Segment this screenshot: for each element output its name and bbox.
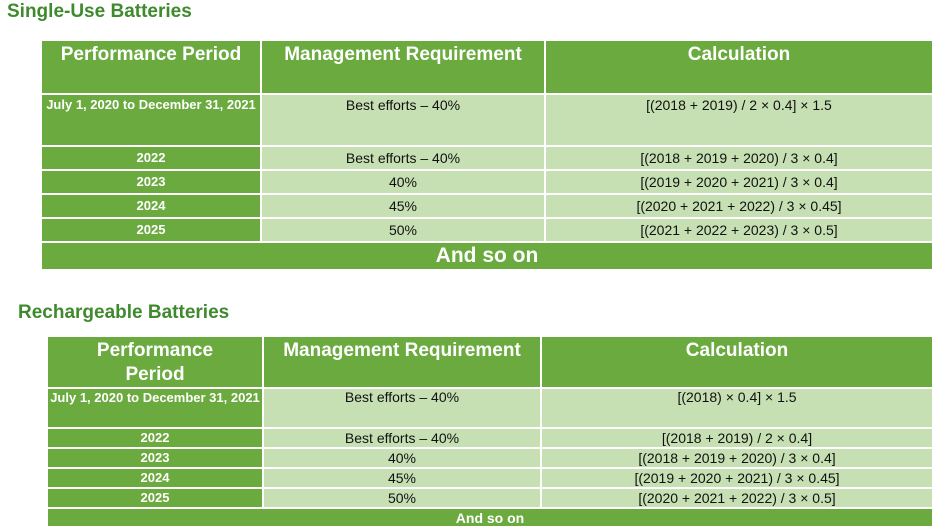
- period-cell: July 1, 2020 to December 31, 2021: [40, 93, 262, 147]
- table-row: 2022 Best efforts – 40% [(2018 + 2019) /…: [46, 427, 934, 449]
- table-row: July 1, 2020 to December 31, 2021 Best e…: [40, 93, 934, 147]
- calculation-cell: [(2018 + 2019) / 2 × 0.4] × 1.5: [544, 93, 934, 147]
- period-cell: 2024: [46, 467, 264, 489]
- table-row: 2024 45% [(2020 + 2021 + 2022) / 3 × 0.4…: [40, 193, 934, 219]
- period-cell: 2023: [40, 169, 262, 195]
- calculation-cell: [(2018) × 0.4] × 1.5: [540, 387, 934, 429]
- period-cell: 2022: [40, 145, 262, 171]
- table-row: July 1, 2020 to December 31, 2021 Best e…: [46, 387, 934, 429]
- requirement-cell: Best efforts – 40%: [260, 93, 546, 147]
- header-row: Performance Period Management Requiremen…: [46, 335, 934, 389]
- period-cell: 2022: [46, 427, 264, 449]
- header-management-requirement: Management Requirement: [262, 335, 542, 389]
- requirement-cell: 45%: [260, 193, 546, 219]
- calculation-cell: [(2019 + 2020 + 2021) / 3 × 0.45]: [540, 467, 934, 489]
- header-calculation: Calculation: [544, 39, 934, 95]
- calculation-cell: [(2019 + 2020 + 2021) / 3 × 0.4]: [544, 169, 934, 195]
- requirement-cell: Best efforts – 40%: [262, 427, 542, 449]
- header-performance-period: Performance Period: [40, 39, 262, 95]
- header-calculation: Calculation: [540, 335, 934, 389]
- period-cell: 2025: [40, 217, 262, 243]
- table-row: 2024 45% [(2019 + 2020 + 2021) / 3 × 0.4…: [46, 467, 934, 489]
- requirement-cell: 40%: [262, 447, 542, 469]
- and-so-on-footer: And so on: [40, 241, 934, 271]
- table-row: 2023 40% [(2018 + 2019 + 2020) / 3 × 0.4…: [46, 447, 934, 469]
- calculation-cell: [(2018 + 2019 + 2020) / 3 × 0.4]: [544, 145, 934, 171]
- footer-row: And so on: [46, 507, 934, 528]
- requirement-cell: Best efforts – 40%: [260, 145, 546, 171]
- section-title-rechargeable: Rechargeable Batteries: [18, 302, 230, 323]
- requirement-cell: 40%: [260, 169, 546, 195]
- single-use-table: Performance Period Management Requiremen…: [40, 39, 934, 271]
- footer-row: And so on: [40, 241, 934, 271]
- table-row: 2022 Best efforts – 40% [(2018 + 2019 + …: [40, 145, 934, 171]
- requirement-cell: 50%: [260, 217, 546, 243]
- header-management-requirement: Management Requirement: [260, 39, 546, 95]
- calculation-cell: [(2018 + 2019 + 2020) / 3 × 0.4]: [540, 447, 934, 469]
- period-cell: 2025: [46, 487, 264, 509]
- calculation-cell: [(2018 + 2019) / 2 × 0.4]: [540, 427, 934, 449]
- header-performance-period: Performance Period: [46, 335, 264, 389]
- table-row: 2025 50% [(2021 + 2022 + 2023) / 3 × 0.5…: [40, 217, 934, 243]
- period-cell: 2023: [46, 447, 264, 469]
- requirement-cell: Best efforts – 40%: [262, 387, 542, 429]
- period-cell: 2024: [40, 193, 262, 219]
- requirement-cell: 50%: [262, 487, 542, 509]
- requirement-cell: 45%: [262, 467, 542, 489]
- rechargeable-table: Performance Period Management Requiremen…: [46, 335, 934, 528]
- period-cell: July 1, 2020 to December 31, 2021: [46, 387, 264, 429]
- section-title-single-use: Single-Use Batteries: [7, 1, 192, 22]
- calculation-cell: [(2021 + 2022 + 2023) / 3 × 0.5]: [544, 217, 934, 243]
- and-so-on-footer: And so on: [46, 507, 934, 528]
- calculation-cell: [(2020 + 2021 + 2022) / 3 × 0.45]: [544, 193, 934, 219]
- table-row: 2023 40% [(2019 + 2020 + 2021) / 3 × 0.4…: [40, 169, 934, 195]
- table-row: 2025 50% [(2020 + 2021 + 2022) / 3 × 0.5…: [46, 487, 934, 509]
- header-row: Performance Period Management Requiremen…: [40, 39, 934, 95]
- calculation-cell: [(2020 + 2021 + 2022) / 3 × 0.5]: [540, 487, 934, 509]
